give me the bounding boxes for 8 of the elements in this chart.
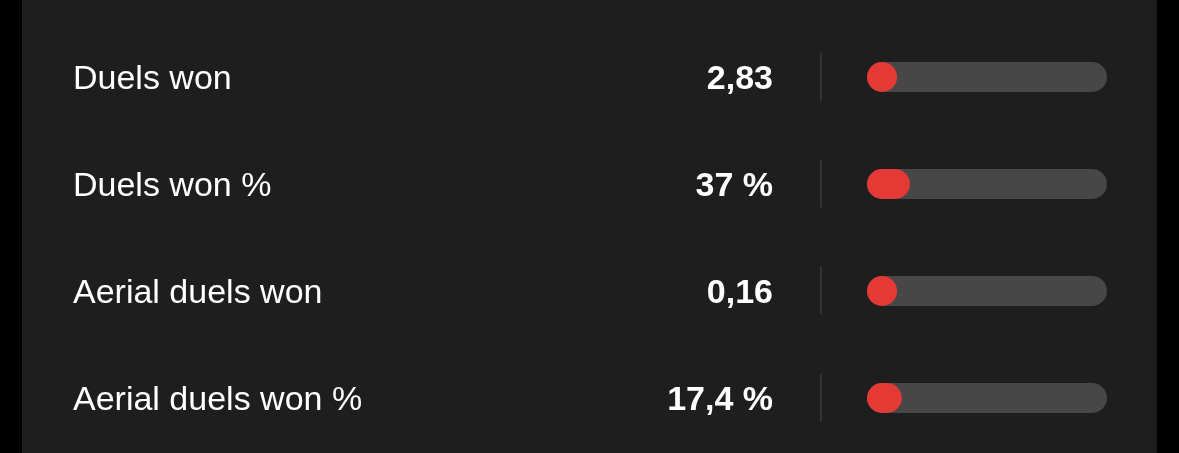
y-tick-label: Duels won %: [73, 164, 272, 203]
text: 2,83: [706, 57, 773, 96]
y-tick-label: Aerial duels won: [73, 271, 323, 310]
y-tick-label: Duels won: [73, 57, 232, 96]
text: 17,4 %: [667, 378, 773, 417]
text: 0,16: [706, 271, 773, 310]
text: 37 %: [695, 164, 773, 203]
y-tick-label: Aerial duels won %: [73, 378, 363, 417]
